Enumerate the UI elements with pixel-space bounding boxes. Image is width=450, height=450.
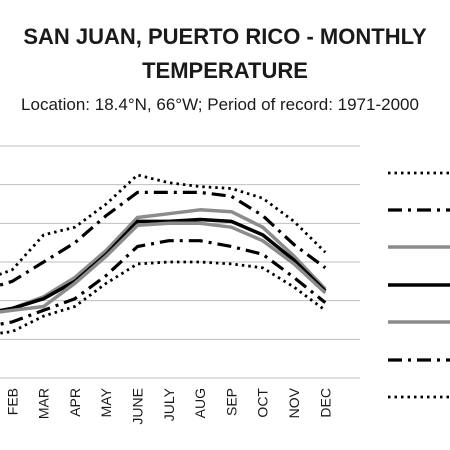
x-axis-tick-labels: JANFEBMARAPRMAYJUNEJULYAUGSEPOCTNOVDEC: [4, 387, 333, 425]
series-line-dashdot-lower: [0, 239, 327, 326]
x-tick-label: JUNE: [130, 388, 146, 425]
x-tick-label: OCT: [255, 388, 271, 418]
x-tick-label: APR: [67, 388, 83, 417]
series-line-dashdot-upper: [0, 190, 327, 287]
chart-subtitle: Location: 18.4°N, 66°W; Period of record…: [21, 95, 419, 114]
x-tick-label: JULY: [161, 387, 177, 421]
x-tick-label: MAR: [36, 388, 52, 419]
x-tick-label: NOV: [286, 387, 302, 418]
series-line-solid-black-mean: [0, 217, 327, 313]
plot-series: [0, 173, 327, 335]
gridlines: [0, 145, 360, 379]
x-tick-label: DEC: [317, 388, 333, 418]
series-line-dotted-upper: [0, 173, 327, 276]
x-tick-label: AUG: [192, 388, 208, 418]
chart-title-line2: TEMPERATURE: [142, 58, 308, 83]
series-line-dotted-lower: [0, 260, 327, 335]
chart-title-line1: SAN JUAN, PUERTO RICO - MONTHLY: [23, 24, 427, 49]
series-line-solid-gray-lower: [0, 221, 327, 314]
x-tick-label: SEP: [223, 388, 239, 416]
x-tick-label: FEB: [4, 388, 20, 415]
legend: [388, 171, 450, 399]
x-tick-label: MAY: [98, 387, 114, 417]
